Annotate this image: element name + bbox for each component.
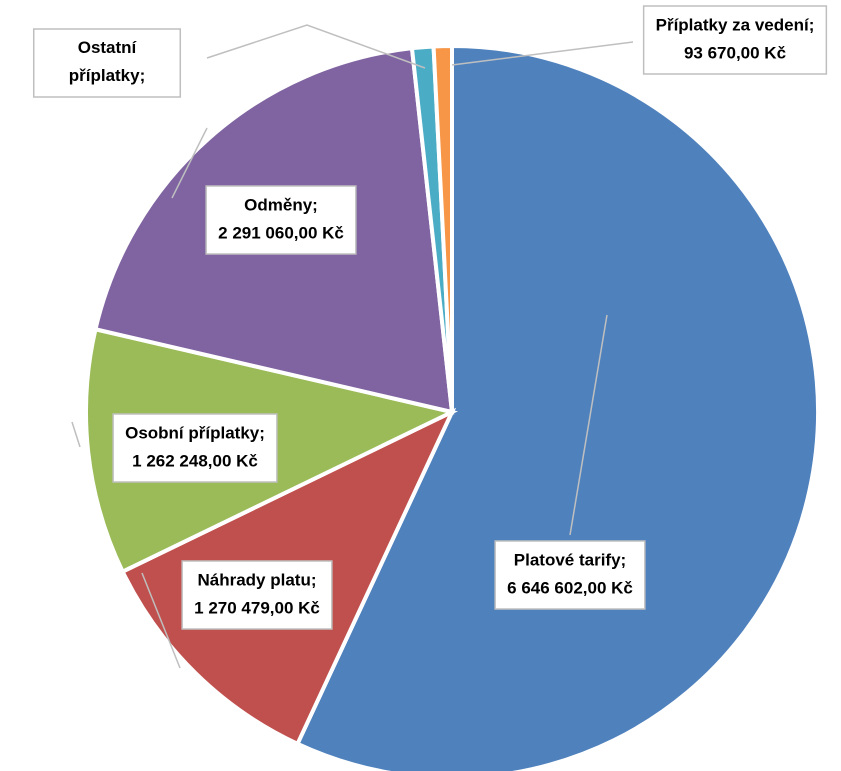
label-box — [642, 5, 828, 75]
data-label: Platové tarify; 6 646 602,00 Kč — [494, 540, 646, 610]
label-name: Ostatní příplatky; — [69, 38, 146, 85]
data-label: Odměny; 2 291 060,00 Kč — [205, 185, 357, 255]
data-label: Osobní příplatky; 1 262 248,00 Kč — [112, 413, 278, 483]
label-name: Příplatky za vedení; — [656, 15, 815, 34]
leader-line — [569, 314, 608, 536]
label-value: 6 646 602,00 Kč — [507, 578, 633, 597]
leader-line — [451, 41, 634, 66]
label-name: Osobní příplatky; — [125, 423, 265, 442]
label-value: 2 291 060,00 Kč — [218, 223, 344, 242]
label-value: 93 670,00 Kč — [684, 43, 786, 62]
label-value: 1 262 248,00 Kč — [132, 451, 258, 470]
pie-slice — [294, 43, 820, 771]
pie-slice — [431, 43, 454, 413]
data-label: Příplatky za vedení; 93 670,00 Kč — [642, 5, 828, 75]
data-label: Ostatní příplatky; — [32, 28, 182, 98]
label-box — [32, 28, 182, 98]
label-value: 1 270 479,00 Kč — [194, 598, 320, 617]
leader-line — [171, 127, 208, 199]
label-name: Odměny; — [244, 195, 318, 214]
leader-line — [141, 572, 181, 669]
leader-line — [71, 421, 81, 448]
label-name: Platové tarify; — [514, 550, 626, 569]
label-box — [181, 560, 333, 630]
label-box — [494, 540, 646, 610]
label-name: Náhrady platu; — [197, 570, 316, 589]
data-label: Náhrady platu; 1 270 479,00 Kč — [181, 560, 333, 630]
label-box — [112, 413, 278, 483]
label-box — [205, 185, 357, 255]
leader-line — [206, 24, 426, 69]
